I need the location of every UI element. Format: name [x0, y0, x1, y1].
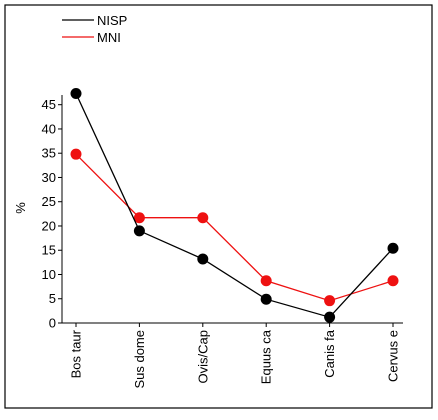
- data-point-mni: [387, 275, 399, 287]
- y-tick-label: 0: [49, 316, 56, 331]
- legend: NISP MNI: [62, 13, 127, 45]
- legend-label-mni: MNI: [97, 30, 121, 45]
- y-tick-label: 35: [42, 146, 56, 161]
- series-nisp: [70, 88, 399, 323]
- series-line-nisp: [75, 93, 394, 318]
- y-axis-label: %: [13, 202, 28, 214]
- y-tick-label: 10: [42, 267, 56, 282]
- x-tick-label: Bos taur: [69, 329, 84, 378]
- chart-frame: [4, 4, 433, 409]
- x-tick-label: Sus dome: [132, 330, 147, 389]
- y-tick-label: 25: [42, 194, 56, 209]
- data-point-mni: [324, 295, 336, 307]
- data-point-nisp: [260, 293, 272, 305]
- data-point-mni: [133, 212, 145, 224]
- data-point-nisp: [197, 253, 209, 265]
- legend-label-nisp: NISP: [97, 13, 127, 28]
- data-point-mni: [70, 148, 82, 160]
- data-point-nisp: [133, 225, 145, 237]
- y-tick-label: 20: [42, 218, 56, 233]
- y-tick-label: 30: [42, 170, 56, 185]
- x-tick-label: Equus ca: [259, 329, 274, 384]
- data-point-mni: [197, 212, 209, 224]
- data-point-mni: [260, 275, 272, 287]
- x-tick-label: Cervus e: [386, 330, 401, 382]
- x-tick-label: Ovis/Cap: [195, 330, 210, 383]
- y-tick-label: 15: [42, 243, 56, 258]
- axes: 0 5 10 15 20 25 30 35 40 45 Bos taur Sus dome Ovis/C…: [42, 95, 403, 389]
- series-layer: [70, 88, 399, 323]
- y-tick-label: 5: [49, 291, 56, 306]
- data-point-nisp: [324, 311, 336, 323]
- x-tick-label: Canis fa: [322, 329, 337, 377]
- data-point-nisp: [387, 242, 399, 254]
- y-tick-label: 45: [42, 97, 56, 112]
- y-tick-label: 40: [42, 121, 56, 136]
- data-point-nisp: [70, 88, 82, 100]
